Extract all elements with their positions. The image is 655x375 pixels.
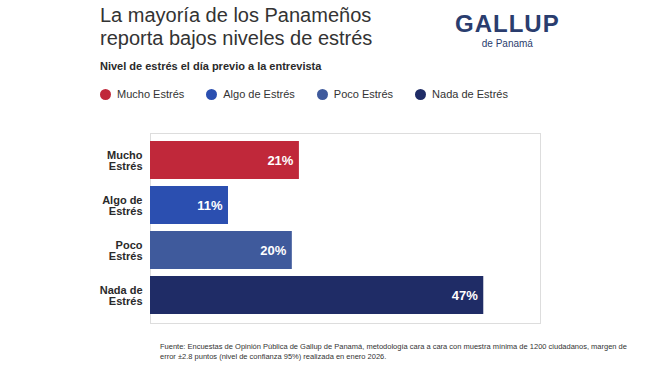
html-text:Fuente: Encuestas de Opinión P: Fuente: Encuestas de Opinión Pública de … bbox=[160, 342, 627, 361]
svg-text:Nada deEstrés: Nada deEstrés bbox=[100, 284, 143, 307]
html-text:Poco Estrés: Poco Estrés bbox=[333, 88, 394, 100]
svg-text:11%: 11% bbox=[197, 198, 223, 213]
html-text:La mayoría de los Panameños re: La mayoría de los Panameños reporta bajo… bbox=[100, 4, 373, 49]
html-text:Nivel de estrés el día previo: Nivel de estrés el día previo a la entre… bbox=[100, 60, 322, 72]
html-text:Mucho Estrés: Mucho Estrés bbox=[117, 88, 185, 100]
html-text:Nada de Estrés: Nada de Estrés bbox=[432, 88, 508, 100]
html-text:Algo de Estrés: Algo de Estrés bbox=[223, 88, 295, 100]
svg-text:21%: 21% bbox=[267, 153, 293, 168]
svg-text:PocoEstrés: PocoEstrés bbox=[109, 239, 143, 262]
html-text:de Panamá: de Panamá bbox=[481, 38, 533, 49]
svg-text:Algo deEstrés: Algo deEstrés bbox=[102, 194, 142, 217]
svg-text:MuchoEstrés: MuchoEstrés bbox=[107, 149, 143, 172]
svg-text:47%: 47% bbox=[452, 288, 478, 303]
svg-text:20%: 20% bbox=[260, 243, 286, 258]
html-text:GALLUP: GALLUP bbox=[455, 10, 560, 37]
